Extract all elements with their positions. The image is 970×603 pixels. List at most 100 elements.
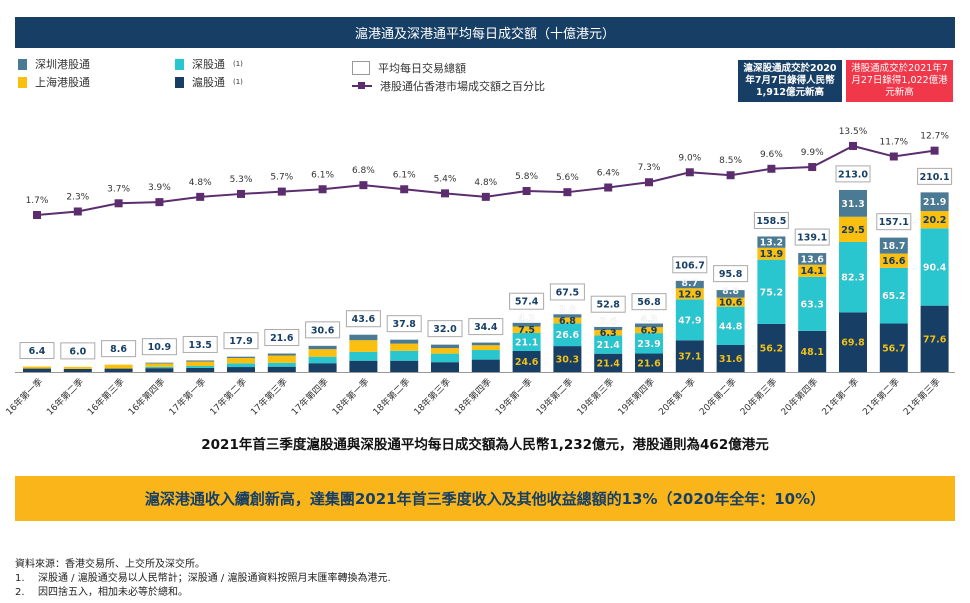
x-tick-label: 19年第三季 <box>574 376 616 418</box>
legend-northbound-sz: 深股通 (1) <box>175 56 243 72</box>
legend-sz-hk: 深圳港股通 <box>18 56 90 72</box>
bar-segment <box>920 305 949 372</box>
bar-segment <box>63 366 92 369</box>
line-label: 6.1% <box>393 170 416 180</box>
x-tick-label: 19年第二季 <box>533 376 575 418</box>
total-box <box>753 211 789 229</box>
note-text: 因四捨五入，相加未必等於總和。 <box>38 587 188 598</box>
line-point <box>685 168 694 177</box>
x-tick-label: 17年第一季 <box>166 376 208 418</box>
bar-segment <box>635 353 663 372</box>
total-box <box>794 228 830 246</box>
bar-segment <box>716 344 745 372</box>
line-point <box>237 189 245 198</box>
line-label: 4.8% <box>189 178 212 188</box>
line-point <box>522 187 531 196</box>
note-number: 1. <box>15 573 25 584</box>
segment-label: 56.7 <box>882 343 905 354</box>
total-label: 34.4 <box>474 322 498 333</box>
total-label: 95.8 <box>719 269 743 280</box>
total-box <box>386 315 422 333</box>
bar-segment <box>186 361 215 367</box>
bar-segment <box>839 312 867 372</box>
x-tick-label: 21年第二季 <box>860 376 902 418</box>
bar-segment <box>308 349 337 357</box>
segment-label: 8.7 <box>681 278 698 289</box>
line-point <box>196 192 205 201</box>
line-point <box>808 163 817 172</box>
line-point <box>318 185 327 194</box>
total-label: 21.6 <box>270 333 294 344</box>
segment-label: 30.3 <box>556 355 579 366</box>
x-tick-label: 18年第二季 <box>370 376 412 418</box>
chart: 6.4 16年第一季 6.0 16年第二季 8.6 16年第三季 10.9 16年第四季 13.… <box>3 127 955 418</box>
bar-segment <box>512 332 541 351</box>
total-box <box>468 318 504 336</box>
segment-label: 48.1 <box>800 347 823 358</box>
line-point <box>563 188 572 197</box>
total-label: 210.1 <box>920 172 950 183</box>
bar-segment <box>471 359 500 372</box>
legend-line-marker <box>352 82 372 89</box>
segment-label: 24.6 <box>515 357 539 368</box>
segment-label: 20.2 <box>923 215 946 226</box>
x-tick-label: 20年第二季 <box>697 376 739 418</box>
legend-label: 深股通 <box>192 58 225 71</box>
bar-segment <box>63 368 92 372</box>
bar-segment <box>471 350 500 360</box>
bar-segment <box>145 362 174 364</box>
bar-segment <box>553 346 582 372</box>
line-label: 2.3% <box>66 192 89 202</box>
line-point <box>441 189 449 198</box>
x-tick-label: 19年第一季 <box>493 376 535 418</box>
segment-label: 75.2 <box>760 287 783 298</box>
line-point <box>114 199 123 208</box>
segment-label: 8.8 <box>722 286 739 297</box>
bar-segment <box>757 236 786 248</box>
bar-segment <box>349 340 378 352</box>
line-label: 3.7% <box>107 184 130 194</box>
segment-label: 13.6 <box>800 254 824 265</box>
headline: 2021年首三季度滬股通與深股通平均每日成交額為人民幣1,232億元，港股通則為… <box>201 437 769 453</box>
total-label: 57.4 <box>515 297 539 308</box>
line-point <box>767 164 776 173</box>
bar-segment <box>879 267 908 324</box>
bar-segment <box>227 367 255 372</box>
segment-label: 82.3 <box>841 273 864 284</box>
bar-segment <box>186 366 215 368</box>
segment-label: 77.6 <box>923 334 947 345</box>
x-tick-label: 16年第一季 <box>3 376 45 418</box>
segment-label: 65.2 <box>882 291 905 302</box>
bar-segment <box>308 356 337 364</box>
total-box <box>19 342 55 360</box>
segment-label: 47.9 <box>678 315 701 326</box>
segment-label: 37.1 <box>678 352 701 363</box>
line-label: 7.3% <box>638 163 661 173</box>
x-tick-label: 20年第一季 <box>656 376 698 418</box>
total-label: 37.8 <box>392 319 416 330</box>
x-tick-label: 16年第二季 <box>44 376 86 418</box>
line-label: 13.5% <box>839 127 868 137</box>
line-label: 5.3% <box>230 175 253 185</box>
total-label: 67.5 <box>556 287 579 298</box>
line-point <box>33 211 41 219</box>
line-label: 8.5% <box>719 156 742 166</box>
bar-segment <box>757 247 786 260</box>
bar-segment <box>431 344 459 349</box>
legend-swatch <box>175 76 184 88</box>
segment-label: 12.9 <box>678 289 701 300</box>
line-point <box>73 207 82 216</box>
bar-segment <box>471 342 500 346</box>
segment-label: 13.9 <box>760 249 783 260</box>
total-box <box>917 167 953 185</box>
bar-segment <box>757 323 786 372</box>
legend-swatch <box>175 58 184 70</box>
bar-segment <box>594 326 623 331</box>
line-point <box>359 181 368 190</box>
bar-segment <box>594 353 623 372</box>
bar-segment <box>675 288 704 300</box>
bar-segment <box>920 211 949 229</box>
bar-segment <box>512 326 541 333</box>
bar-segment <box>879 237 908 254</box>
